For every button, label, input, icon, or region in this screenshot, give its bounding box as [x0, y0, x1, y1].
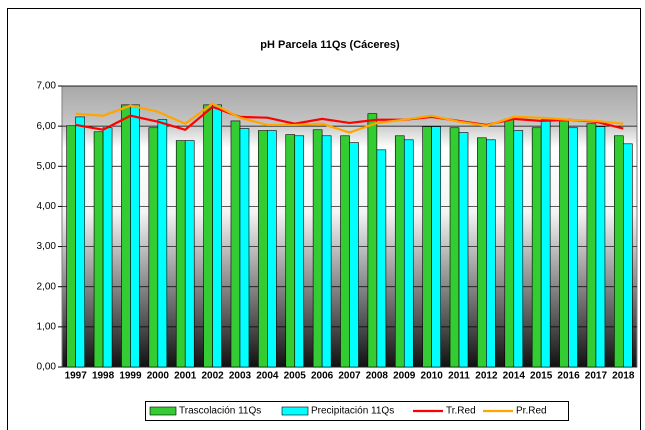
- bar: [614, 135, 624, 368]
- bar: [321, 135, 332, 368]
- bar: [175, 140, 186, 368]
- legend-label: Pr.Red: [516, 406, 547, 417]
- y-tick-label: 3,00: [37, 241, 57, 252]
- bar: [239, 128, 250, 368]
- legend-label: Tr.Red: [446, 406, 476, 417]
- bar: [431, 126, 441, 368]
- x-tick-label: 2006: [311, 371, 334, 382]
- y-tick-label: 1,00: [37, 321, 57, 332]
- bar: [422, 126, 432, 368]
- y-tick-label: 6,00: [37, 121, 57, 132]
- x-tick-label: 2010: [421, 371, 444, 382]
- bar: [367, 113, 378, 368]
- x-tick-label: 2014: [503, 371, 526, 382]
- bar: [66, 125, 76, 368]
- bar: [157, 119, 168, 368]
- x-tick-label: 2009: [393, 371, 416, 382]
- bar: [623, 143, 633, 368]
- bar: [102, 127, 113, 368]
- bar: [504, 118, 515, 368]
- legend-label: Precipitación 11Qs: [311, 406, 394, 417]
- bar: [212, 104, 222, 368]
- bar: [458, 132, 469, 368]
- bar: [75, 116, 85, 368]
- bar: [121, 104, 131, 368]
- bar: [531, 127, 542, 368]
- bar: [130, 104, 140, 368]
- bar: [568, 127, 578, 368]
- y-tick-label: 7,00: [37, 81, 57, 92]
- bar: [540, 119, 551, 368]
- x-tick-label: 2002: [201, 371, 224, 382]
- bar: [230, 120, 241, 368]
- y-tick-label: 2,00: [37, 281, 57, 292]
- bar: [449, 127, 460, 368]
- x-tick-label: 2000: [147, 371, 170, 382]
- legend-box: [145, 401, 569, 421]
- y-tick-label: 0,00: [37, 362, 57, 373]
- x-tick-label: 2015: [530, 371, 553, 382]
- bar: [403, 139, 414, 368]
- bar: [340, 135, 350, 368]
- bar: [184, 140, 195, 368]
- y-tick-label: 4,00: [37, 201, 57, 212]
- x-tick-label: 2007: [338, 371, 361, 382]
- bar: [258, 130, 268, 368]
- y-tick-label: 5,00: [37, 161, 57, 172]
- x-tick-label: 2004: [256, 371, 279, 382]
- x-tick-label: 2011: [448, 371, 470, 382]
- line-series: [75, 105, 624, 131]
- bar: [148, 127, 159, 368]
- line-series: [75, 102, 624, 134]
- bar: [394, 135, 405, 368]
- x-tick-label: 1997: [65, 371, 88, 382]
- x-tick-label: 2012: [475, 371, 498, 382]
- bar: [513, 130, 524, 368]
- bar: [376, 149, 387, 368]
- bar: [203, 104, 213, 368]
- x-tick-label: 1999: [119, 371, 142, 382]
- bar: [595, 126, 606, 368]
- legend-label: Trascolación 11Qs: [179, 406, 261, 417]
- bar: [285, 134, 296, 368]
- bar: [486, 139, 496, 368]
- x-tick-label: 2005: [284, 371, 307, 382]
- x-tick-label: 2001: [174, 371, 197, 382]
- bar: [267, 130, 277, 368]
- bar: [312, 129, 323, 368]
- legend-swatch: [281, 406, 309, 416]
- x-tick-label: 2018: [612, 371, 635, 382]
- bar: [477, 137, 487, 368]
- legend-swatch: [149, 406, 177, 416]
- chart-title: pH Parcela 11Qs (Cáceres): [260, 39, 400, 51]
- bar: [586, 123, 597, 368]
- bar: [93, 131, 104, 368]
- x-tick-label: 2008: [366, 371, 389, 382]
- x-tick-label: 2016: [557, 371, 580, 382]
- x-tick-label: 1998: [92, 371, 115, 382]
- bar: [559, 120, 569, 368]
- bar: [349, 142, 359, 368]
- x-tick-label: 2017: [585, 371, 608, 382]
- bar: [294, 135, 305, 368]
- x-tick-label: 2003: [229, 371, 252, 382]
